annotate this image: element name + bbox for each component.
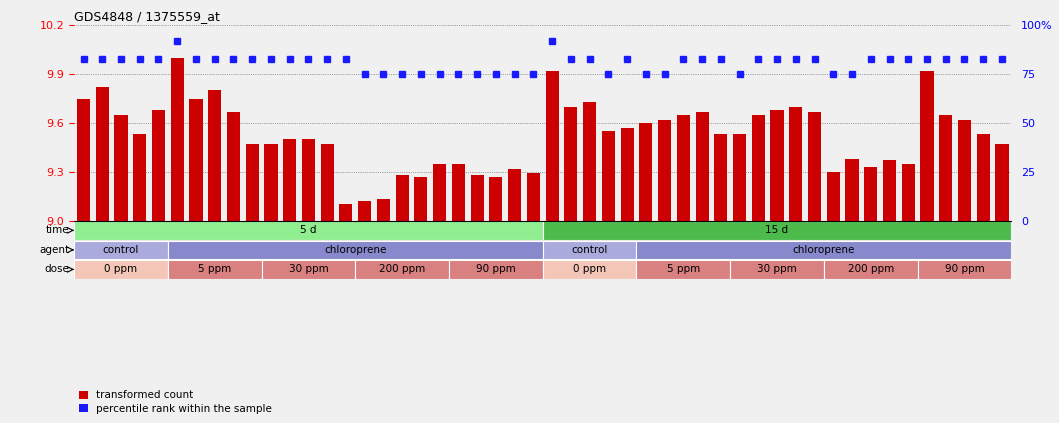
Bar: [449, 260, 543, 279]
Bar: [939, 115, 952, 221]
Text: GDS4848 / 1375559_at: GDS4848 / 1375559_at: [74, 10, 220, 23]
Bar: [920, 71, 934, 221]
Bar: [470, 175, 484, 221]
Bar: [489, 177, 502, 221]
Text: 200 ppm: 200 ppm: [379, 264, 426, 275]
Text: 5 ppm: 5 ppm: [667, 264, 700, 275]
Text: 5 ppm: 5 ppm: [198, 264, 231, 275]
Bar: [77, 99, 90, 221]
Bar: [508, 168, 521, 221]
Bar: [995, 144, 1008, 221]
Bar: [545, 71, 559, 221]
Bar: [827, 172, 840, 221]
Text: chloroprene: chloroprene: [793, 245, 855, 255]
Bar: [302, 139, 315, 221]
Bar: [584, 102, 596, 221]
Bar: [621, 128, 633, 221]
Text: 200 ppm: 200 ppm: [847, 264, 894, 275]
Bar: [824, 260, 918, 279]
Bar: [918, 260, 1011, 279]
Bar: [227, 112, 240, 221]
Text: chloroprene: chloroprene: [324, 245, 387, 255]
Text: 0 ppm: 0 ppm: [105, 264, 138, 275]
Bar: [321, 144, 334, 221]
Bar: [114, 115, 127, 221]
Text: 30 ppm: 30 ppm: [288, 264, 328, 275]
Bar: [526, 173, 540, 221]
Bar: [396, 175, 409, 221]
Bar: [752, 115, 765, 221]
Bar: [133, 135, 146, 221]
Bar: [283, 139, 297, 221]
Bar: [696, 112, 708, 221]
Text: dose: dose: [44, 264, 70, 275]
Bar: [209, 91, 221, 221]
Text: 5 d: 5 d: [300, 225, 317, 235]
Bar: [452, 164, 465, 221]
Bar: [883, 160, 896, 221]
Bar: [262, 260, 356, 279]
Bar: [74, 241, 168, 259]
Bar: [168, 260, 262, 279]
Bar: [901, 164, 915, 221]
Bar: [543, 260, 636, 279]
Bar: [976, 135, 990, 221]
Bar: [543, 221, 1011, 240]
Bar: [358, 201, 372, 221]
Bar: [733, 135, 747, 221]
Bar: [636, 241, 1011, 259]
Text: agent: agent: [39, 245, 70, 255]
Bar: [414, 177, 428, 221]
Text: 30 ppm: 30 ppm: [757, 264, 797, 275]
Bar: [356, 260, 449, 279]
Bar: [864, 167, 877, 221]
Bar: [658, 120, 671, 221]
Bar: [433, 164, 446, 221]
Bar: [170, 58, 184, 221]
Bar: [74, 260, 168, 279]
Bar: [731, 260, 824, 279]
Bar: [339, 204, 353, 221]
Text: time: time: [46, 225, 70, 235]
Legend: transformed count, percentile rank within the sample: transformed count, percentile rank withi…: [79, 390, 272, 414]
Text: 15 d: 15 d: [766, 225, 789, 235]
Bar: [789, 107, 803, 221]
Bar: [714, 135, 728, 221]
Bar: [640, 123, 652, 221]
Bar: [246, 144, 258, 221]
Bar: [564, 107, 577, 221]
Bar: [95, 87, 109, 221]
Bar: [168, 241, 543, 259]
Text: control: control: [572, 245, 608, 255]
Bar: [845, 159, 859, 221]
Text: control: control: [103, 245, 139, 255]
Bar: [602, 131, 615, 221]
Text: 0 ppm: 0 ppm: [573, 264, 606, 275]
Text: 90 ppm: 90 ppm: [945, 264, 985, 275]
Bar: [771, 110, 784, 221]
Bar: [190, 99, 202, 221]
Bar: [377, 200, 390, 221]
Bar: [636, 260, 731, 279]
Bar: [677, 115, 689, 221]
Bar: [151, 110, 165, 221]
Bar: [74, 221, 543, 240]
Bar: [958, 120, 971, 221]
Text: 90 ppm: 90 ppm: [475, 264, 516, 275]
Bar: [265, 144, 277, 221]
Bar: [543, 241, 636, 259]
Bar: [808, 112, 821, 221]
